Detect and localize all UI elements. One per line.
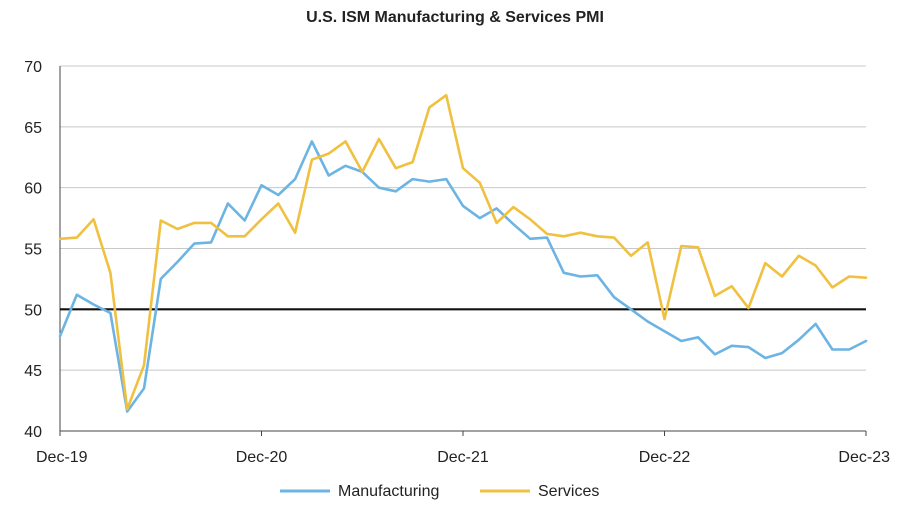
y-tick-labels: 40 45 50 55 60 65 70 — [24, 59, 42, 441]
y-tick-label: 65 — [24, 120, 42, 137]
legend: Manufacturing Services — [280, 483, 599, 500]
series-line-services — [58, 93, 868, 411]
x-tick-labels: Dec-19 Dec-20 Dec-21 Dec-22 Dec-23 — [36, 431, 890, 466]
series-lines — [58, 93, 868, 413]
y-tick-label: 55 — [24, 242, 42, 259]
y-tick-label: 40 — [24, 424, 42, 441]
x-tick-label: Dec-22 — [639, 449, 691, 466]
gridlines — [60, 65, 866, 371]
legend-label-manufacturing: Manufacturing — [338, 483, 439, 500]
legend-label-services: Services — [538, 483, 599, 500]
x-tick-label: Dec-23 — [838, 449, 890, 466]
x-tick-label: Dec-19 — [36, 449, 88, 466]
series-line-manufacturing — [58, 140, 868, 413]
y-tick-label: 70 — [24, 59, 42, 76]
chart-title: U.S. ISM Manufacturing & Services PMI — [306, 9, 604, 26]
y-tick-label: 45 — [24, 363, 42, 380]
y-tick-label: 60 — [24, 181, 42, 198]
y-tick-label: 50 — [24, 302, 42, 319]
x-tick-label: Dec-21 — [437, 449, 489, 466]
x-tick-label: Dec-20 — [236, 449, 288, 466]
